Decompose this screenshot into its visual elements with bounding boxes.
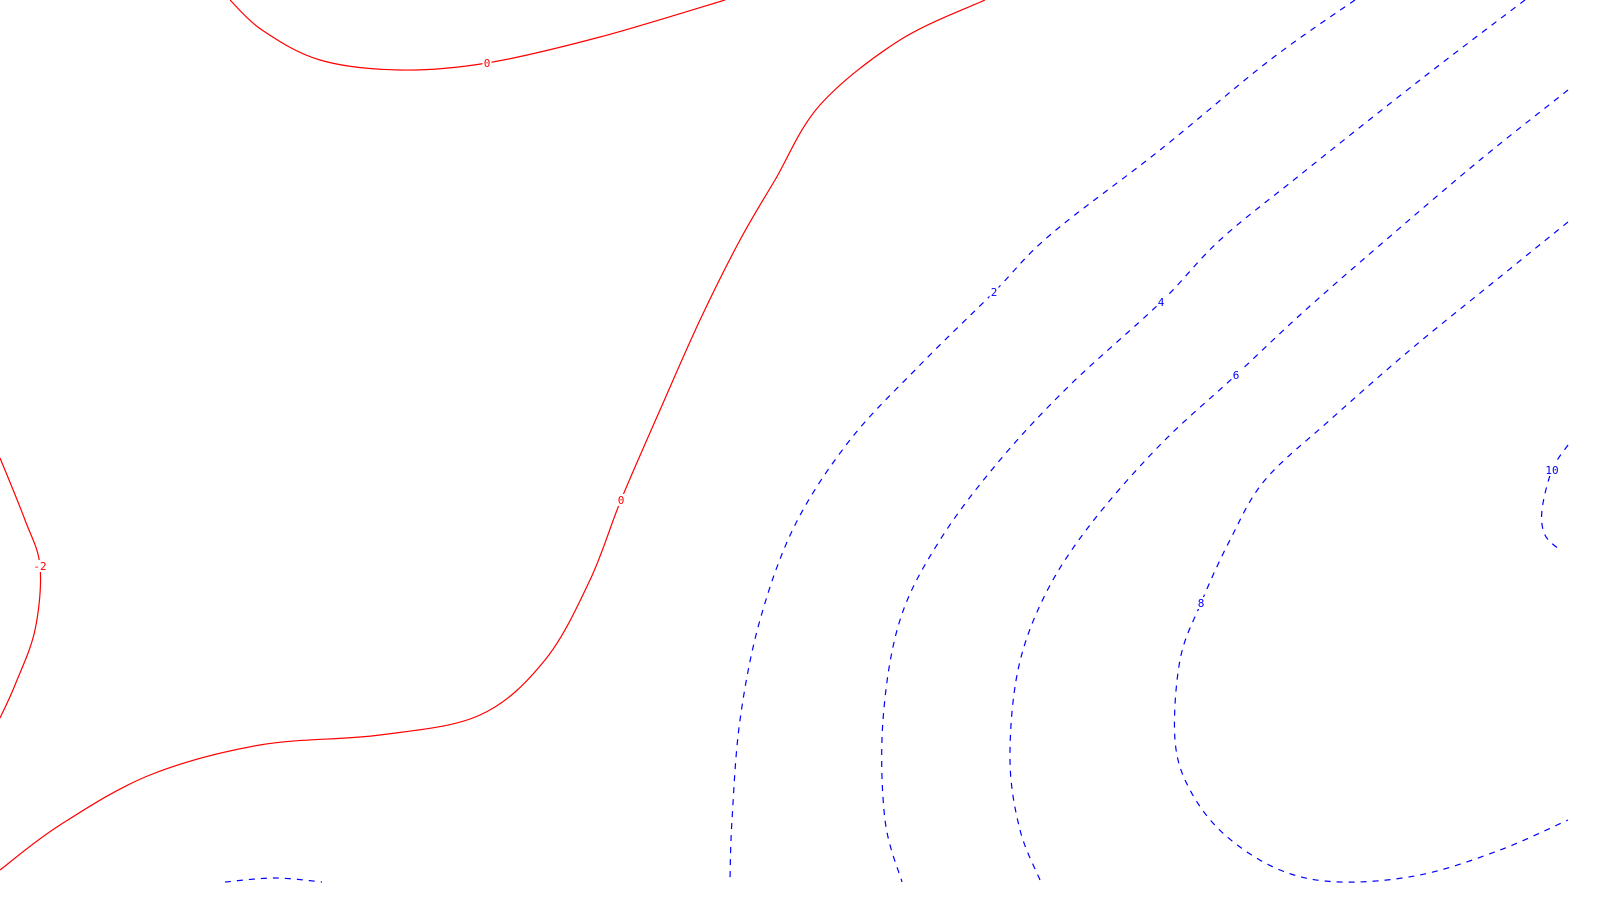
contour-label-background [1156,296,1166,308]
contour-label-background [1196,597,1206,609]
contour-label-background [1544,464,1560,476]
contour-label-background [32,560,48,572]
contour-line-level-2 [224,877,323,883]
contour-line-level-6 [1009,89,1569,881]
contour-labels: 0 0 -2 2 4 6 8 10 [32,57,1560,610]
contour-line-level-neg2 [0,457,42,719]
contour-line-level-0 [229,0,726,71]
contour-label-background [482,57,492,69]
contour-line-level-8 [1173,221,1569,883]
contour-label: 6 [1233,369,1240,382]
contour-label-background [1231,369,1241,381]
contour-label-background [989,286,999,298]
contour-label: -2 [33,560,46,573]
contour-line-level-0 [0,0,986,871]
contour-label: 2 [991,286,998,299]
contour-label-background [616,494,626,506]
contour-label: 8 [1198,597,1205,610]
contour-label: 10 [1545,464,1558,477]
contour-line-level-2 [729,0,1356,881]
contour-label: 0 [484,57,491,70]
contour-label: 0 [618,494,625,507]
contour-lines [0,0,1569,883]
contour-label: 4 [1158,296,1165,309]
